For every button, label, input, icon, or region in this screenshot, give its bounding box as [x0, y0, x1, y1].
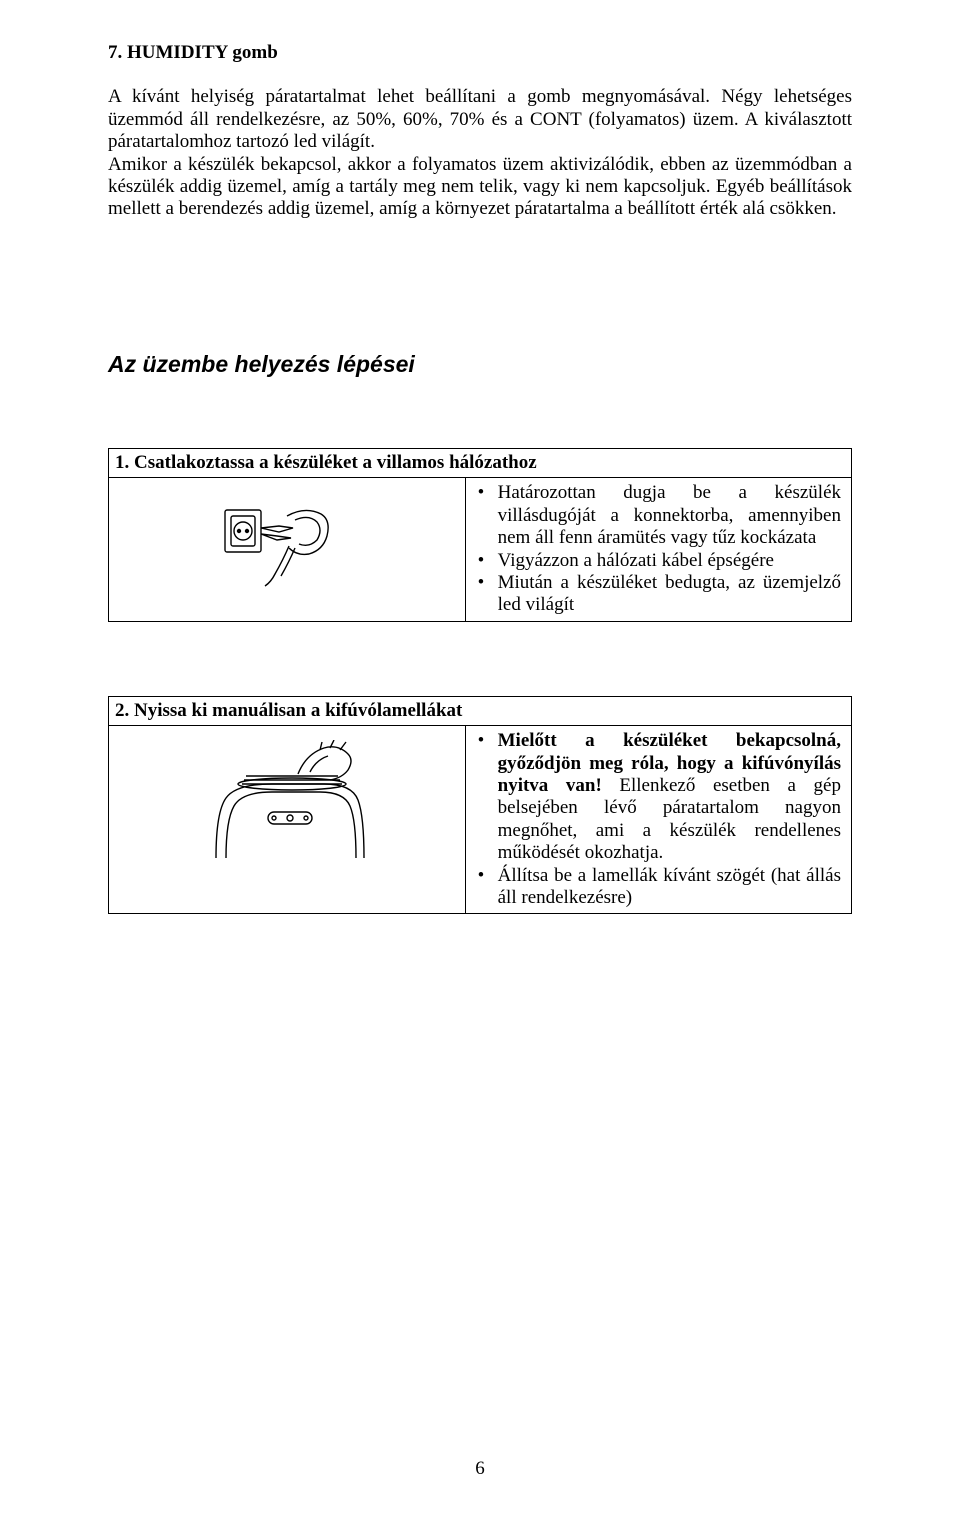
list-item: Miután a készüléket bedugta, az üzemjelz… [470, 572, 841, 617]
list-item: Állítsa be a lamellák kívánt szögét (hat… [470, 865, 841, 910]
list-item: Vigyázzon a hálózati kábel épségére [470, 550, 841, 572]
step2-bullets: Mielőtt a készüléket bekapcsolná, győződ… [470, 730, 841, 909]
body-paragraph: A kívánt helyiség páratartalmat lehet be… [108, 86, 852, 220]
list-item: Határozottan dugja be a készülék villásd… [470, 482, 841, 549]
step2-title: 2. Nyissa ki manuálisan a kifúvólamellák… [109, 696, 852, 725]
step1-table: 1. Csatlakoztassa a készüléket a villamo… [108, 448, 852, 622]
step2-text-cell: Mielőtt a készüléket bekapcsolná, győződ… [465, 726, 851, 914]
step1-image-cell [109, 478, 466, 621]
section-title: Az üzembe helyezés lépései [108, 351, 852, 378]
step1-bullets: Határozottan dugja be a készülék villásd… [470, 482, 841, 616]
page-number: 6 [0, 1458, 960, 1480]
step2-image-cell [109, 726, 466, 914]
plug-socket-icon [217, 492, 357, 588]
section-heading: 7. HUMIDITY gomb [108, 42, 852, 64]
step1-title: 1. Csatlakoztassa a készüléket a villamo… [109, 448, 852, 477]
step1-text-cell: Határozottan dugja be a készülék villásd… [465, 478, 851, 621]
step2-table: 2. Nyissa ki manuálisan a kifúvólamellák… [108, 696, 852, 915]
open-louvers-icon [202, 740, 372, 860]
list-item: Mielőtt a készüléket bekapcsolná, győződ… [470, 730, 841, 864]
